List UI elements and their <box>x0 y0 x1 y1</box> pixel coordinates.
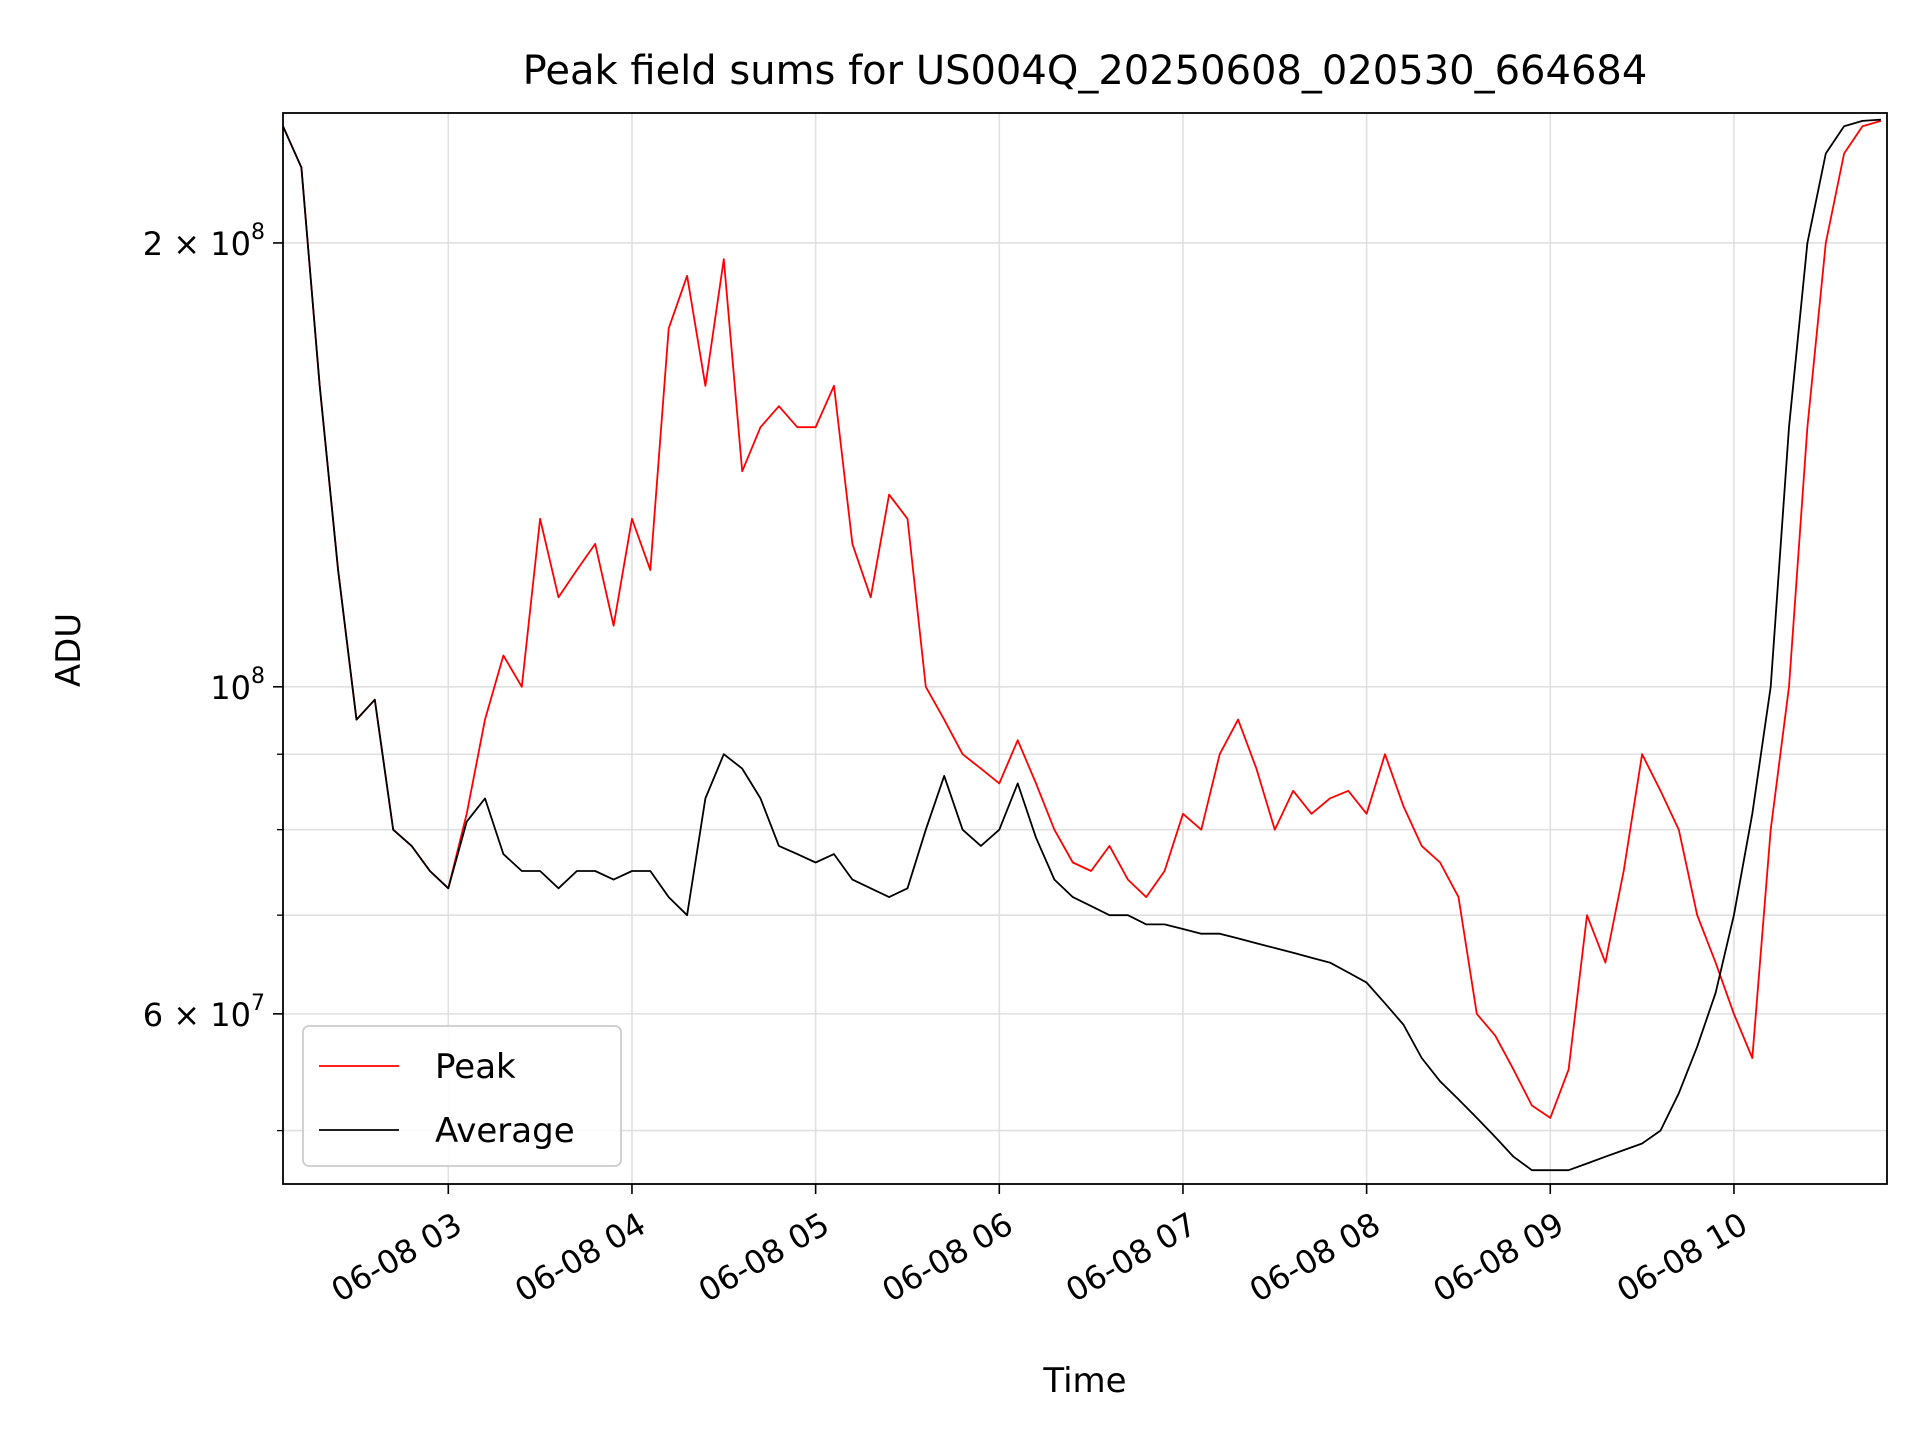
legend-box <box>302 1025 622 1167</box>
series-line-peak <box>282 120 1882 1119</box>
y-tick-label: 108 <box>210 664 265 707</box>
y-axis: 6 × 107 108 2 × 108 <box>143 220 283 1132</box>
y-tick-label: 2 × 108 <box>143 220 265 263</box>
y-axis-label: ADU <box>49 613 89 687</box>
legend: Peak Average <box>302 1025 622 1167</box>
legend-label-average: Average <box>435 1111 575 1151</box>
legend-label-peak: Peak <box>435 1047 516 1087</box>
x-axis-label: Time <box>1042 1361 1126 1401</box>
chart-title: Peak field sums for US004Q_20250608_0205… <box>523 48 1648 94</box>
plot-frame <box>282 112 1888 1185</box>
y-tick-label: 6 × 107 <box>143 991 265 1034</box>
series-layer <box>282 118 1882 1172</box>
series-line-average <box>282 118 1881 1172</box>
